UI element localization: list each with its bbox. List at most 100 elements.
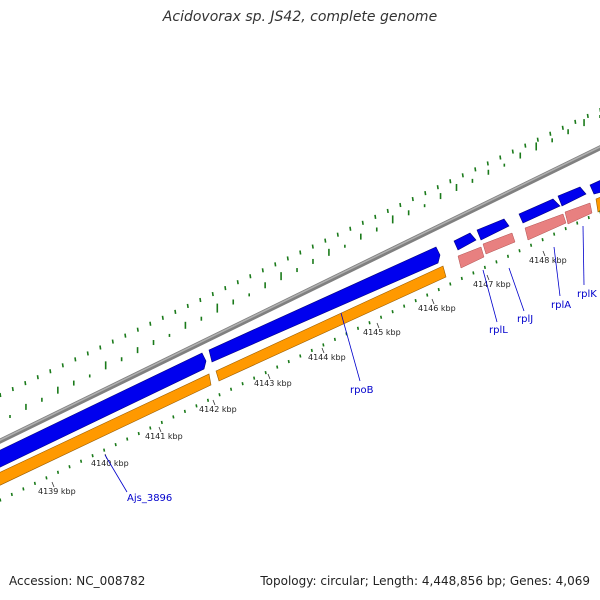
gc-dot bbox=[379, 315, 383, 319]
genome-backbone bbox=[0, 145, 600, 444]
kbp-tick-label: 4142 kbp bbox=[199, 405, 237, 414]
gc-dot bbox=[124, 333, 127, 338]
gc-dot bbox=[499, 155, 502, 160]
gc-dot bbox=[426, 293, 429, 297]
gc-dot bbox=[436, 185, 439, 190]
gene-label[interactable]: Ajs_3896 bbox=[127, 493, 172, 504]
gc-dot bbox=[368, 321, 371, 325]
gc-dot bbox=[149, 321, 152, 326]
kbp-tick-mark bbox=[376, 322, 380, 329]
gc-dot bbox=[74, 357, 77, 362]
kbp-tick-mark bbox=[431, 298, 435, 305]
leader-line bbox=[482, 269, 498, 323]
gc-dot bbox=[324, 238, 327, 243]
gc-dot bbox=[149, 426, 152, 430]
rna-feature[interactable] bbox=[524, 213, 567, 241]
gc-dot bbox=[461, 173, 464, 178]
kbp-tick-mark bbox=[212, 399, 216, 406]
gc-dot bbox=[472, 271, 475, 275]
gc-dot bbox=[495, 260, 498, 264]
gc-dot bbox=[114, 442, 117, 447]
forward-cds[interactable] bbox=[589, 176, 600, 195]
gene-label[interactable]: rplK bbox=[577, 289, 597, 300]
gc-dot bbox=[333, 337, 336, 342]
gc-dot bbox=[403, 304, 406, 308]
gc-dot bbox=[199, 297, 202, 303]
gc-dot bbox=[91, 454, 94, 458]
kbp-tick-mark bbox=[51, 481, 55, 488]
gc-dot bbox=[311, 244, 314, 249]
reverse-cds[interactable] bbox=[215, 265, 447, 382]
gc-dot bbox=[253, 376, 256, 380]
gc-dot bbox=[391, 310, 394, 314]
gc-dot bbox=[79, 459, 83, 463]
accession-label: Accession: NC_008782 bbox=[9, 574, 146, 588]
gc-dot bbox=[541, 238, 544, 242]
gc-dot bbox=[460, 276, 463, 281]
genome-backbone-highlight bbox=[0, 146, 600, 441]
forward-cds[interactable] bbox=[518, 198, 561, 224]
rna-feature[interactable] bbox=[564, 202, 593, 225]
gc-dot bbox=[449, 179, 452, 184]
gc-dot bbox=[411, 196, 414, 202]
genome-summary: Topology: circular; Length: 4,448,856 bp… bbox=[260, 574, 590, 588]
gc-dot bbox=[299, 250, 302, 255]
gc-dot bbox=[374, 214, 377, 219]
kbp-tick-label: 4144 kbp bbox=[308, 353, 346, 362]
forward-cds[interactable] bbox=[453, 232, 477, 251]
gc-dot bbox=[310, 348, 313, 353]
gc-dot bbox=[236, 280, 239, 285]
forward-cds-rpoC[interactable] bbox=[208, 246, 441, 363]
forward-cds[interactable] bbox=[476, 218, 510, 241]
gc-dot bbox=[111, 339, 114, 344]
leader-line bbox=[582, 225, 585, 286]
gc-dot bbox=[553, 232, 556, 236]
rna-feature[interactable] bbox=[482, 232, 516, 255]
reverse-cds[interactable] bbox=[0, 373, 212, 490]
gc-dot bbox=[264, 370, 267, 375]
gc-dot bbox=[56, 470, 60, 474]
gc-dot bbox=[518, 249, 521, 253]
kbp-tick-label: 4148 kbp bbox=[529, 256, 567, 265]
gc-ticks bbox=[9, 115, 600, 418]
gene-label[interactable]: rpoB bbox=[350, 385, 374, 396]
forward-strand bbox=[0, 176, 600, 472]
kbp-tick-label: 4141 kbp bbox=[145, 432, 183, 441]
gc-dot bbox=[195, 404, 198, 408]
gc-dot bbox=[99, 345, 102, 350]
gc-dot bbox=[386, 208, 389, 214]
gc-dot bbox=[524, 143, 527, 148]
gc-dot bbox=[356, 326, 360, 330]
gc-dot bbox=[45, 476, 48, 480]
gene-label[interactable]: rplJ bbox=[517, 314, 533, 325]
gc-dot bbox=[586, 113, 589, 119]
kbp-tick-mark bbox=[267, 373, 271, 380]
gc-dot bbox=[529, 243, 533, 247]
gc-dot bbox=[287, 359, 290, 364]
gene-label[interactable]: rplL bbox=[489, 325, 508, 336]
gc-dot bbox=[414, 298, 417, 303]
gc-dot bbox=[241, 382, 244, 386]
gc-dot bbox=[424, 191, 427, 196]
gc-dot bbox=[399, 202, 402, 208]
forward-cds[interactable] bbox=[557, 186, 587, 207]
gc-dot bbox=[322, 343, 325, 347]
gc-dot bbox=[276, 365, 279, 369]
gc-dot bbox=[561, 125, 564, 130]
forward-cds[interactable] bbox=[0, 352, 207, 472]
rna-feature[interactable] bbox=[457, 246, 485, 269]
gc-dot bbox=[206, 398, 210, 402]
kbp-tick-label: 4143 kbp bbox=[254, 379, 292, 388]
gc-dot bbox=[218, 393, 221, 397]
kbp-tick-mark bbox=[486, 274, 490, 281]
gc-dot bbox=[249, 274, 252, 279]
gc-dot bbox=[286, 256, 289, 261]
gene-label[interactable]: rplA bbox=[551, 300, 571, 311]
gc-dot bbox=[536, 137, 539, 142]
kbp-tick-mark bbox=[321, 347, 325, 354]
reverse-cds[interactable] bbox=[595, 193, 600, 213]
gc-dot bbox=[336, 232, 339, 237]
gc-dot bbox=[86, 351, 89, 356]
gc-dot bbox=[10, 492, 13, 497]
